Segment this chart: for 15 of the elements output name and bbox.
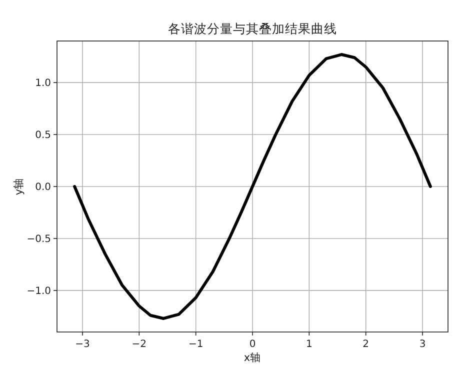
chart-title: 各谐波分量与其叠加结果曲线 [168, 21, 337, 36]
x-tick-label: 1 [306, 339, 312, 350]
y-axis-title: y轴 [12, 178, 25, 196]
y-tick-label: −1.0 [26, 286, 51, 297]
y-tick-label: 0.5 [35, 130, 51, 142]
x-tick-label: 3 [419, 339, 426, 350]
y-tick-label: −0.5 [26, 234, 51, 245]
x-tick-label: −2 [132, 339, 147, 350]
x-tick-label: 0 [249, 339, 256, 350]
x-tick-label: 2 [362, 339, 370, 350]
x-axis-title: x轴 [244, 351, 262, 364]
x-tick-label: −3 [75, 339, 90, 350]
x-tick-label: −1 [188, 339, 204, 350]
y-tick-label: 0.0 [35, 182, 51, 193]
y-tick-label: 1.0 [35, 78, 51, 90]
